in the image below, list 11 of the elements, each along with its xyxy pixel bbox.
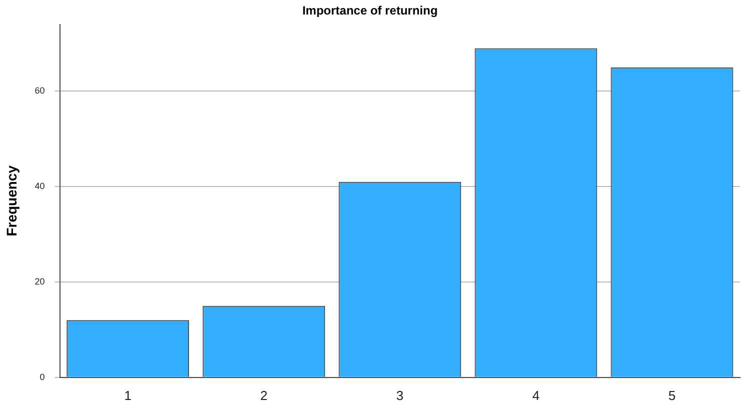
x-tick-label: 5 [668,388,676,403]
x-tick-label: 4 [532,388,540,403]
x-tick-label: 3 [396,388,404,403]
chart-title: Importance of returning [302,4,438,18]
y-axis-title: Frequency [3,165,20,236]
y-tick-label: 0 [40,372,45,382]
y-tick-label: 60 [34,86,45,96]
x-tick-label: 2 [260,388,268,403]
y-tick-label: 20 [34,276,45,286]
y-tick-label: 40 [34,181,45,192]
x-tick-label: 1 [124,388,132,403]
